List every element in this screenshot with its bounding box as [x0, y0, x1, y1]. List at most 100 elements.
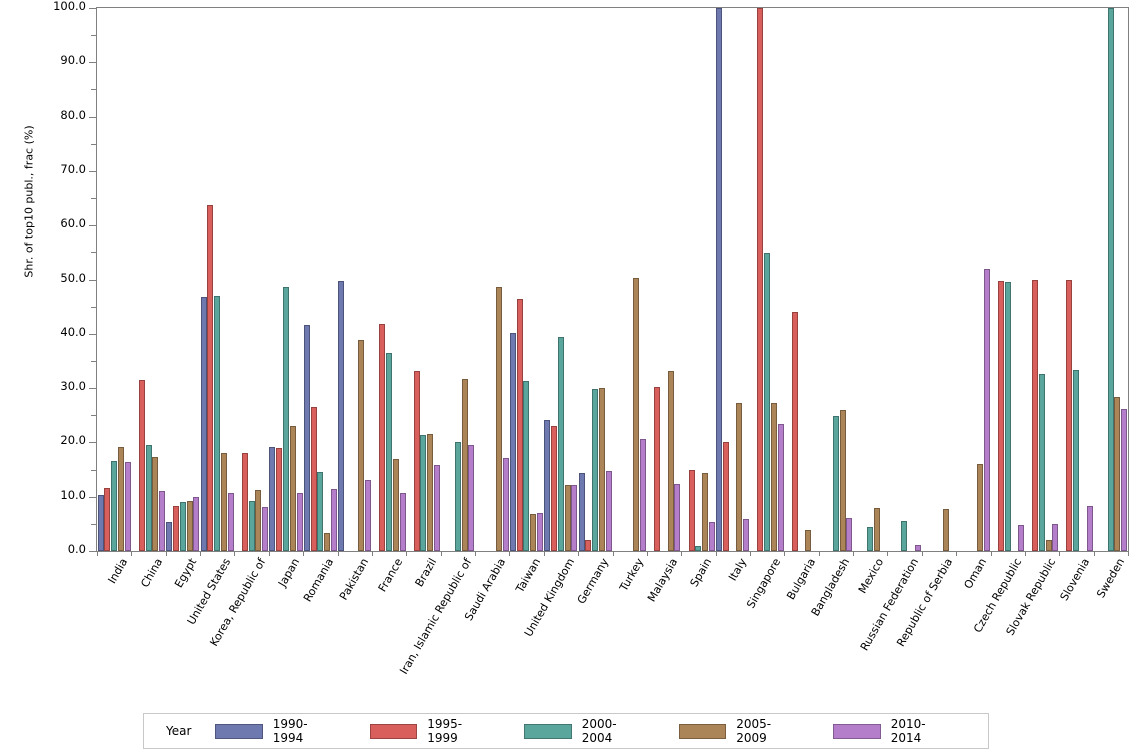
bar[interactable]: [289, 426, 296, 551]
bar[interactable]: [537, 513, 544, 551]
bar[interactable]: [324, 532, 331, 551]
bar[interactable]: [461, 378, 468, 551]
bar[interactable]: [255, 489, 262, 551]
bar[interactable]: [557, 336, 564, 551]
bar[interactable]: [674, 484, 681, 551]
bar[interactable]: [282, 286, 289, 551]
bar[interactable]: [111, 461, 118, 551]
bar[interactable]: [248, 500, 255, 551]
bar[interactable]: [241, 453, 248, 551]
bar[interactable]: [832, 415, 839, 551]
bar[interactable]: [214, 295, 221, 551]
bar[interactable]: [338, 280, 345, 551]
bar[interactable]: [427, 434, 434, 551]
bar[interactable]: [179, 501, 186, 551]
bar[interactable]: [227, 493, 234, 551]
bar[interactable]: [530, 514, 537, 551]
bar[interactable]: [564, 484, 571, 551]
bar[interactable]: [420, 435, 427, 551]
bar[interactable]: [544, 419, 551, 551]
bar[interactable]: [193, 497, 200, 551]
bar[interactable]: [296, 492, 303, 551]
bar[interactable]: [330, 488, 337, 551]
bar[interactable]: [523, 380, 530, 551]
bar[interactable]: [757, 8, 764, 551]
bar[interactable]: [551, 425, 558, 551]
bar[interactable]: [695, 546, 702, 551]
bar[interactable]: [688, 469, 695, 551]
bar[interactable]: [1066, 280, 1073, 551]
bar[interactable]: [585, 539, 592, 551]
bar[interactable]: [104, 488, 111, 551]
bar[interactable]: [124, 461, 131, 551]
bar[interactable]: [386, 352, 393, 551]
bar[interactable]: [997, 281, 1004, 551]
bar[interactable]: [764, 253, 770, 551]
bar[interactable]: [667, 370, 674, 551]
bar[interactable]: [578, 473, 585, 551]
bar[interactable]: [942, 508, 949, 551]
bar[interactable]: [468, 445, 475, 551]
bar[interactable]: [873, 508, 880, 551]
bar[interactable]: [839, 409, 846, 551]
legend-item[interactable]: 2000-2004: [524, 717, 641, 745]
bar[interactable]: [516, 298, 523, 551]
bar[interactable]: [200, 297, 207, 551]
bar[interactable]: [708, 522, 715, 551]
bar[interactable]: [97, 494, 104, 551]
bar[interactable]: [365, 479, 372, 551]
bar[interactable]: [805, 529, 812, 551]
bar[interactable]: [867, 526, 874, 551]
bar[interactable]: [1121, 409, 1128, 551]
bar[interactable]: [117, 447, 124, 551]
bar[interactable]: [392, 458, 399, 551]
bar[interactable]: [276, 448, 283, 551]
bar[interactable]: [654, 387, 661, 551]
bar[interactable]: [605, 471, 612, 551]
bar[interactable]: [317, 471, 324, 551]
bar[interactable]: [983, 268, 990, 551]
bar[interactable]: [399, 492, 406, 551]
bar[interactable]: [145, 444, 152, 551]
bar[interactable]: [1086, 506, 1093, 551]
bar[interactable]: [571, 484, 578, 551]
bar[interactable]: [743, 518, 750, 551]
bar[interactable]: [269, 446, 276, 551]
bar[interactable]: [221, 453, 228, 551]
bar[interactable]: [1038, 373, 1045, 551]
bar[interactable]: [915, 545, 921, 551]
bar[interactable]: [166, 521, 173, 551]
bar[interactable]: [777, 424, 784, 551]
bar[interactable]: [509, 333, 516, 551]
bar[interactable]: [736, 403, 743, 551]
bar[interactable]: [791, 312, 798, 551]
bar[interactable]: [1032, 280, 1039, 551]
bar[interactable]: [454, 441, 461, 551]
bar[interactable]: [159, 490, 166, 551]
bar[interactable]: [186, 500, 193, 551]
bar[interactable]: [138, 379, 145, 551]
bar[interactable]: [1052, 523, 1059, 551]
legend-item[interactable]: 2010-2014: [833, 717, 950, 745]
bar[interactable]: [901, 520, 908, 551]
bar[interactable]: [152, 456, 159, 551]
bar[interactable]: [358, 340, 365, 551]
bar[interactable]: [173, 505, 180, 551]
legend-item[interactable]: 2005-2009: [678, 717, 796, 745]
bar[interactable]: [598, 388, 605, 551]
bar[interactable]: [1018, 524, 1025, 551]
bar[interactable]: [495, 286, 502, 551]
bar[interactable]: [1073, 370, 1080, 551]
bar[interactable]: [433, 464, 440, 551]
bar[interactable]: [310, 406, 317, 551]
bar[interactable]: [592, 388, 599, 551]
bar[interactable]: [716, 8, 723, 551]
bar[interactable]: [379, 324, 386, 551]
bar[interactable]: [303, 324, 310, 551]
bar[interactable]: [502, 458, 509, 551]
bar[interactable]: [1107, 8, 1114, 551]
bar[interactable]: [976, 464, 983, 551]
bar[interactable]: [640, 438, 647, 551]
bar[interactable]: [633, 278, 640, 551]
bar[interactable]: [1114, 396, 1121, 551]
